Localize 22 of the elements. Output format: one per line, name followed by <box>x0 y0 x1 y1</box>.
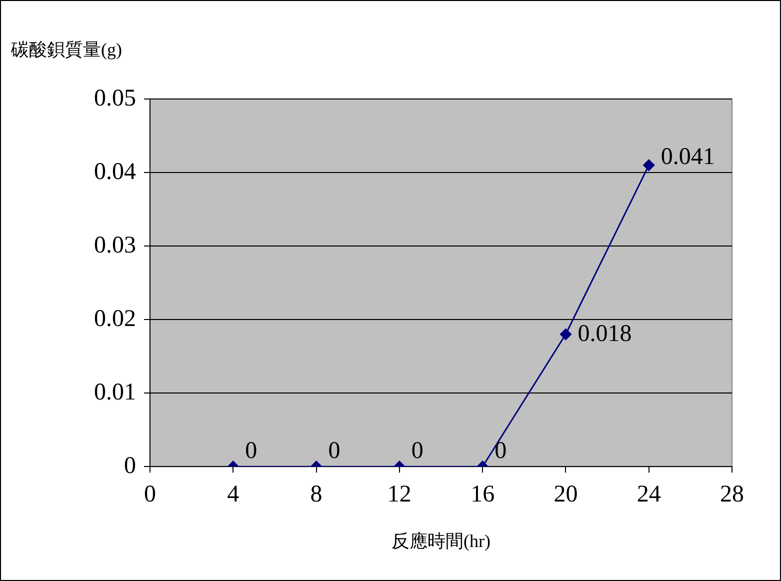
x-tick-label: 16 <box>470 481 495 508</box>
y-tick-label: 0.02 <box>94 306 136 332</box>
data-label: 0 <box>411 438 424 464</box>
y-tick-label: 0.01 <box>94 379 136 406</box>
data-label: 0 <box>328 438 340 464</box>
x-tick-label: 20 <box>554 481 578 508</box>
data-label: 0.018 <box>578 320 632 347</box>
data-label: 0 <box>494 438 507 464</box>
y-tick-label: 0 <box>124 452 136 479</box>
x-tick-label: 12 <box>387 481 412 508</box>
data-label: 0.041 <box>660 144 715 170</box>
x-axis-title: 反應時間(hr) <box>392 530 490 551</box>
y-tick-label: 0.04 <box>94 158 136 185</box>
x-tick-label: 0 <box>144 481 156 508</box>
y-axis-title: 碳酸鋇質量(g) <box>10 40 122 60</box>
y-tick-label: 0.03 <box>94 232 136 258</box>
x-tick-label: 24 <box>636 481 661 508</box>
x-tick-label: 8 <box>310 481 322 508</box>
data-label: 0 <box>245 438 258 464</box>
x-tick-label: 4 <box>227 481 240 508</box>
y-tick-label: 0.05 <box>94 85 136 112</box>
x-tick-label: 28 <box>720 481 744 508</box>
